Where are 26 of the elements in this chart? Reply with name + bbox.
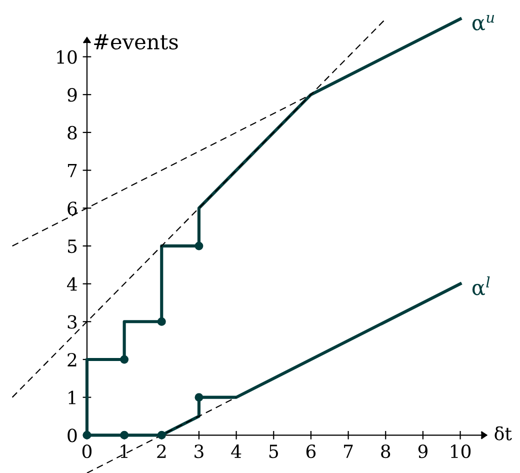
y-tick-label: 7 bbox=[68, 164, 77, 178]
y-tick-label: 0 bbox=[68, 428, 77, 442]
x-tick-label: 3 bbox=[194, 444, 204, 458]
x-tick-label: 1 bbox=[120, 444, 128, 458]
x-tick-label: 9 bbox=[418, 444, 428, 458]
series-label: α$^{u}$ bbox=[472, 15, 494, 30]
x-tick-label: 0 bbox=[82, 444, 92, 458]
y-tick-label: 5 bbox=[68, 240, 77, 254]
x-tick-label: 2 bbox=[157, 444, 166, 458]
y-tick-label: 2 bbox=[68, 352, 76, 366]
x-tick-label: 8 bbox=[381, 444, 390, 458]
y-tick-label: 8 bbox=[68, 126, 77, 140]
y-tick-label: 9 bbox=[68, 88, 77, 102]
x-tick-label: 7 bbox=[344, 444, 353, 458]
y-tick-label: 6 bbox=[68, 202, 77, 216]
x-axis-title: δt bbox=[494, 426, 512, 440]
y-tick-label: 1 bbox=[68, 390, 76, 404]
y-tick-label: 10 bbox=[57, 50, 77, 64]
y-axis-title: #events bbox=[94, 34, 178, 50]
series-label: α$^{l}$ bbox=[472, 276, 490, 296]
x-tick-label: 4 bbox=[231, 444, 242, 458]
x-tick-label: 6 bbox=[306, 444, 316, 458]
x-tick-label: 5 bbox=[269, 444, 278, 458]
x-tick-label: 10 bbox=[450, 444, 471, 458]
y-tick-label: 3 bbox=[68, 315, 77, 329]
y-tick-label: 4 bbox=[67, 277, 78, 291]
